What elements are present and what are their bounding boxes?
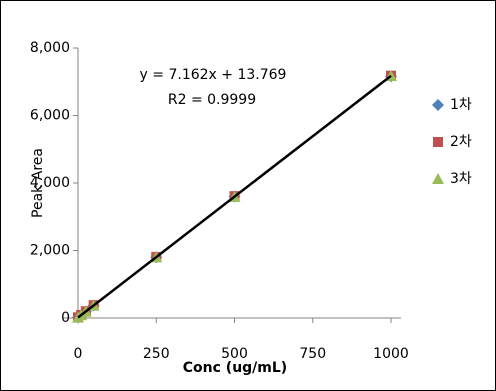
marker (433, 137, 443, 147)
x-tick-label: 500 (221, 346, 248, 362)
y-tick-label: 2,000 (30, 243, 70, 259)
y-axis-label: Peak Area (30, 148, 46, 218)
marker (432, 173, 444, 184)
x-tick-label: 0 (74, 346, 83, 362)
y-tick-label: 4,000 (30, 175, 70, 191)
y-tick-label: 6,000 (30, 108, 70, 124)
x-tick-label: 750 (299, 346, 326, 362)
legend-label: 3차 (450, 171, 472, 187)
legend-label: 1차 (450, 97, 472, 113)
y-tick-label: 8,000 (30, 40, 70, 56)
equation: y = 7.162x + 13.769 (140, 67, 287, 83)
x-axis-label: Conc (ug/mL) (183, 360, 287, 376)
legend-label: 2차 (450, 134, 472, 150)
marker (432, 99, 444, 111)
y-tick-label: 0 (61, 310, 70, 326)
r-squared: R2 = 0.9999 (168, 92, 256, 108)
x-tick-label: 1000 (373, 346, 409, 362)
trendline (77, 74, 392, 319)
x-tick-label: 250 (143, 346, 170, 362)
